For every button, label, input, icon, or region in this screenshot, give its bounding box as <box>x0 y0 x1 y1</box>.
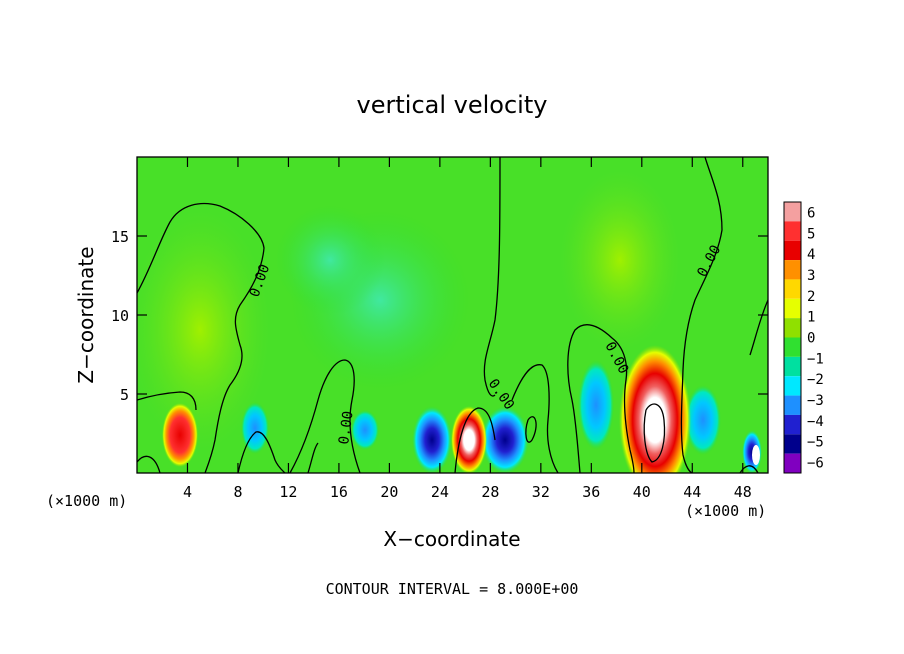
colorbar-label: 5 <box>807 226 815 242</box>
colorbar-label: −6 <box>807 456 824 472</box>
weak-downdraft-upper <box>275 205 385 315</box>
contour-line <box>680 157 723 473</box>
y-tick-label: 5 <box>120 386 129 404</box>
colorbar-swatch <box>784 221 801 241</box>
x-tick-label: 44 <box>683 483 701 501</box>
colorbar-swatch <box>784 318 801 338</box>
velocity-field <box>137 170 762 473</box>
downdraft-cell-44 <box>685 385 721 455</box>
contour-line <box>643 403 666 463</box>
x-tick-label: 8 <box>233 483 242 501</box>
x-tick-label: 36 <box>582 483 600 501</box>
x-tick-label: 24 <box>431 483 449 501</box>
y-axis-title: Z−coordinate <box>74 246 98 383</box>
colorbar-swatch <box>784 240 801 261</box>
colorbar-swatch <box>784 376 801 396</box>
contour-line <box>483 157 501 397</box>
x-axis-title: X−coordinate <box>383 527 520 551</box>
x-tick-label: 40 <box>633 483 651 501</box>
contour-line <box>307 442 319 473</box>
colorbar-swatch <box>784 260 801 280</box>
x-tick-label: 32 <box>532 483 550 501</box>
x-unit-label-right: (×1000 m) <box>685 502 766 520</box>
colorbar-label: −2 <box>807 372 824 388</box>
x-tick-label: 20 <box>380 483 398 501</box>
downdraft-cell-29 <box>481 406 529 473</box>
colorbar-label: −3 <box>807 393 824 409</box>
contour-line <box>567 324 635 473</box>
colorbar-label: 0 <box>807 331 815 347</box>
colorbar-swatch <box>784 453 801 473</box>
updraft-core-48 <box>752 445 760 465</box>
colorbar-swatch <box>784 356 801 377</box>
downdraft-cell-9 <box>241 402 269 454</box>
x-tick-label: 28 <box>481 483 499 501</box>
colorbar-label: 4 <box>807 247 815 263</box>
contour-line <box>525 416 537 443</box>
x-tick-label: 4 <box>183 483 192 501</box>
contour-line <box>137 455 161 473</box>
x-unit-label-left: (×1000 m) <box>46 492 127 510</box>
colorbar-label: −5 <box>807 435 824 451</box>
colorbar-label: −4 <box>807 414 824 430</box>
colorbar-swatch <box>784 434 801 454</box>
colorbar: 6 5 4 3 2 1 0 −1 −2 −3 −4 −5 −6 <box>783 201 824 474</box>
x-axis: 4 8 12 16 20 24 28 32 36 40 44 48 <box>183 157 752 501</box>
updraft-lime-left <box>137 210 270 450</box>
updraft-cell-41 <box>619 345 691 473</box>
contour-label: 0.00 <box>336 410 357 446</box>
colorbar-swatch <box>784 298 801 319</box>
colorbar-swatch <box>784 395 801 415</box>
downdraft-cell-36 <box>578 360 614 450</box>
colorbar-label: 2 <box>807 289 815 305</box>
y-axis: 5 10 15 <box>111 228 768 404</box>
colorbar-label: 3 <box>807 268 815 284</box>
contour-line <box>749 299 768 356</box>
colorbar-swatch <box>784 202 801 222</box>
downdraft-cell-23 <box>412 406 452 473</box>
y-tick-label: 10 <box>111 307 129 325</box>
contour-line <box>137 202 265 473</box>
contour-line <box>289 359 361 473</box>
colorbar-label: 6 <box>807 205 815 221</box>
plot-area: 0.00 0.00 0.00 0.00 0.00 <box>137 157 768 473</box>
updraft-cell-26 <box>451 406 487 473</box>
chart-title: vertical velocity <box>357 91 548 119</box>
colorbar-frame <box>783 201 802 474</box>
x-tick-label: 12 <box>279 483 297 501</box>
downdraft-cell-20 <box>351 410 379 450</box>
zero-contours <box>137 157 768 473</box>
colorbar-label: −1 <box>807 351 824 367</box>
updraft-lime-right <box>560 170 680 350</box>
x-tick-label: 48 <box>734 483 752 501</box>
colorbar-swatch <box>784 414 801 435</box>
contour-line <box>511 364 559 473</box>
contour-line <box>237 431 286 473</box>
colorbar-swatch <box>784 279 801 299</box>
updraft-cell-4 <box>162 403 198 467</box>
y-tick-label: 15 <box>111 228 129 246</box>
colorbar-swatch <box>784 337 801 357</box>
contour-line <box>137 391 197 411</box>
x-tick-label: 16 <box>330 483 348 501</box>
contour-line <box>739 465 759 473</box>
colorbar-label: 1 <box>807 310 815 326</box>
contour-interval-footer: CONTOUR INTERVAL = 8.000E+00 <box>326 580 579 598</box>
contour-line <box>454 407 496 473</box>
